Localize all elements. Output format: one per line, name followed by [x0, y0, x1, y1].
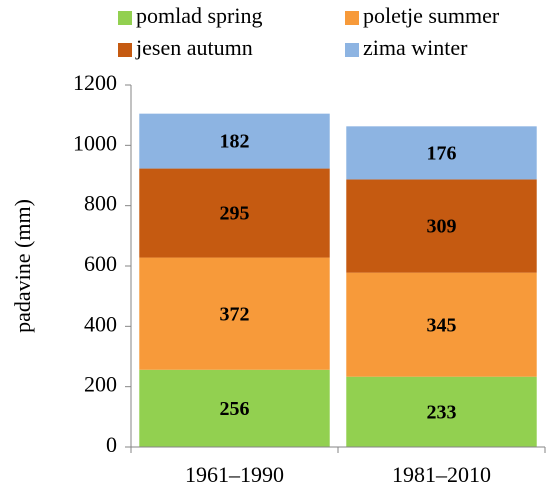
- y-tick-label: 1200: [73, 70, 117, 95]
- legend-swatch: [345, 43, 359, 57]
- legend-label: zima winter: [363, 35, 468, 60]
- bar-segment: [346, 126, 537, 180]
- y-tick-label: 1000: [73, 130, 117, 155]
- bar-segment: [139, 113, 330, 169]
- bar-segment: [346, 376, 537, 447]
- data-label: 176: [427, 142, 457, 164]
- y-tick-label: 400: [84, 311, 117, 336]
- y-axis-label: padavine (mm): [10, 199, 35, 333]
- data-label: 233: [427, 401, 457, 423]
- legend-swatch: [118, 43, 132, 57]
- y-tick-label: 800: [84, 191, 117, 216]
- x-tick-label: 1961–1990: [185, 462, 284, 487]
- bar-segment: [346, 272, 537, 377]
- legend-swatch: [345, 11, 359, 25]
- data-label: 256: [220, 398, 250, 420]
- y-tick-label: 600: [84, 251, 117, 276]
- bar-segment: [139, 168, 330, 258]
- x-tick-label: 1981–2010: [392, 462, 491, 487]
- data-label: 345: [427, 314, 457, 336]
- bar-segment: [139, 257, 330, 370]
- data-label: 182: [220, 131, 250, 153]
- legend-swatch: [118, 11, 132, 25]
- data-label: 295: [220, 203, 250, 225]
- legend-label: poletje summer: [363, 3, 500, 28]
- legend-label: pomlad spring: [136, 3, 263, 28]
- legend-label: jesen autumn: [135, 35, 253, 60]
- bar-segment: [346, 179, 537, 273]
- y-tick-label: 0: [106, 432, 117, 457]
- y-tick-label: 200: [84, 372, 117, 397]
- bar-segment: [139, 369, 330, 447]
- data-label: 372: [220, 303, 250, 325]
- data-label: 309: [427, 216, 457, 238]
